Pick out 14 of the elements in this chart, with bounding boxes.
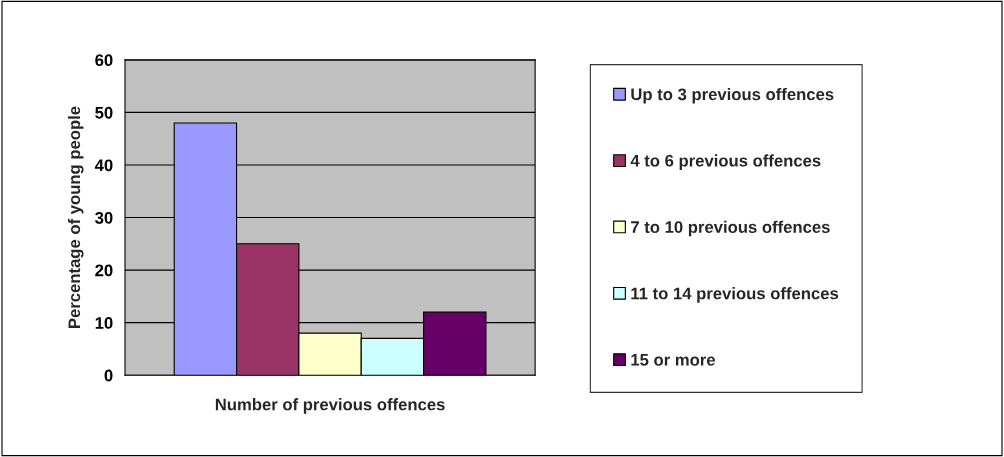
legend-label: 11 to 14 previous offences: [631, 287, 839, 303]
x-axis-title: Number of previous offences: [215, 398, 445, 414]
y-tick-label: 60: [95, 54, 113, 67]
legend-label: 4 to 6 previous offences: [630, 154, 821, 170]
y-tick-label: 40: [94, 159, 113, 172]
legend-label: Up to 3 previous offences: [631, 87, 834, 104]
legend-label: 7 to 10 previous offences: [631, 220, 830, 237]
y-axis-title: Percentage of young people: [67, 106, 84, 328]
y-tick-label: 10: [95, 317, 113, 329]
y-tick-label: 30: [95, 211, 113, 224]
y-tick-label: 0: [104, 369, 113, 382]
legend-label: 15 or more: [631, 354, 715, 366]
y-tick-label: 20: [95, 264, 113, 277]
y-tick-label: 50: [95, 106, 113, 119]
